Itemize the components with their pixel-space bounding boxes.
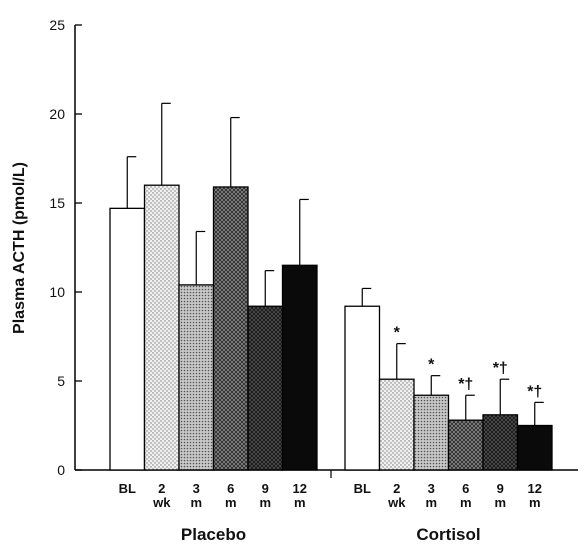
x-tick-label: m — [460, 495, 472, 510]
x-tick-label: m — [529, 495, 541, 510]
bar — [247, 305, 284, 471]
x-tick-label: wk — [387, 495, 406, 510]
x-tick-label: 6 — [227, 481, 234, 496]
y-tick-label: 20 — [49, 106, 65, 122]
bar — [413, 394, 450, 471]
significance-marker: * — [428, 357, 435, 374]
y-tick-label: 25 — [49, 17, 65, 33]
x-tick-label: 6 — [462, 481, 469, 496]
x-tick-label: 12 — [293, 481, 307, 496]
bar — [212, 186, 249, 471]
x-tick-label: m — [225, 495, 237, 510]
bars: * * *† *† *† — [109, 102, 553, 471]
x-tick-label: 3 — [193, 481, 200, 496]
x-tick-label: BL — [354, 481, 371, 496]
bar — [516, 424, 553, 471]
x-tick-label: wk — [152, 495, 171, 510]
x-tick-label: m — [494, 495, 506, 510]
bar — [378, 378, 415, 471]
x-tick-label: 12 — [528, 481, 542, 496]
x-tick-label: 2 — [158, 481, 165, 496]
group-label: Placebo — [181, 525, 246, 544]
significance-marker: * — [394, 325, 401, 342]
bar — [109, 207, 146, 471]
x-tick-label: m — [294, 495, 306, 510]
y-tick-label: 0 — [57, 462, 65, 478]
y-axis-title: Plasma ACTH (pmol/L) — [11, 162, 28, 334]
x-tick-label: m — [425, 495, 437, 510]
x-tick-label: 9 — [262, 481, 269, 496]
x-tick-label: m — [259, 495, 271, 510]
x-tick-label: 3 — [428, 481, 435, 496]
bar — [281, 264, 318, 471]
bar — [447, 419, 484, 471]
x-tick-label: BL — [119, 481, 136, 496]
y-tick-label: 15 — [49, 195, 65, 211]
group-label: Cortisol — [416, 525, 480, 544]
y-tick-label: 10 — [49, 284, 65, 300]
significance-marker: *† — [493, 360, 508, 377]
bar — [344, 305, 381, 471]
x-tick-label: m — [190, 495, 202, 510]
y-tick-label: 5 — [57, 373, 65, 389]
bar — [143, 184, 180, 471]
significance-marker: *† — [458, 376, 473, 393]
x-tick-label: 2 — [393, 481, 400, 496]
bar — [482, 414, 519, 471]
x-tick-label: 9 — [497, 481, 504, 496]
bar — [178, 284, 215, 471]
significance-marker: *† — [527, 383, 542, 400]
